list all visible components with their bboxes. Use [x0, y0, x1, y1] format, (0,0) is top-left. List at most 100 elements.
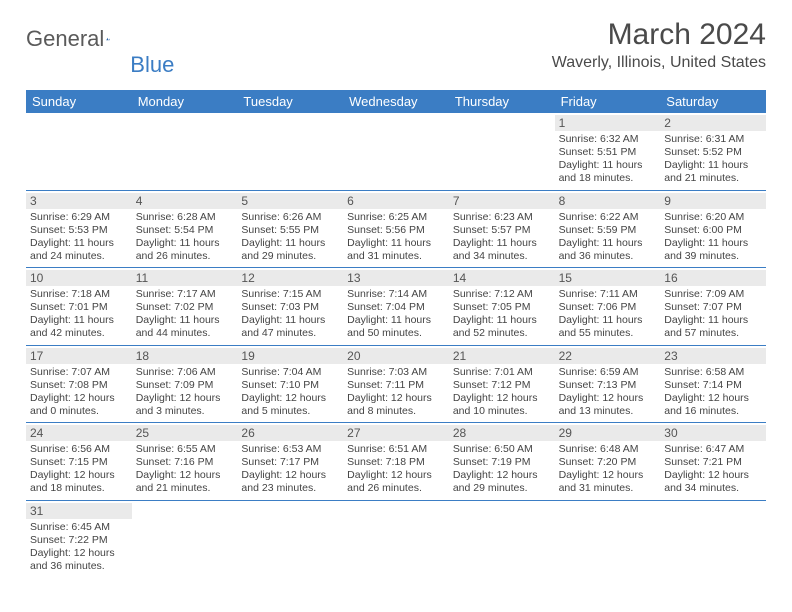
day-cell: 16 Sunrise: 7:09 AMSunset: 7:07 PMDayligh…: [660, 268, 766, 345]
day-details: Sunrise: 6:23 AMSunset: 5:57 PMDaylight:…: [453, 211, 551, 264]
day-details: Sunrise: 6:59 AMSunset: 7:13 PMDaylight:…: [559, 366, 657, 419]
day-number: 19: [237, 348, 343, 364]
day-number: 8: [555, 193, 661, 209]
day-details: Sunrise: 7:12 AMSunset: 7:05 PMDaylight:…: [453, 288, 551, 341]
week-row: 24 Sunrise: 6:56 AMSunset: 7:15 PMDayligh…: [26, 423, 766, 501]
day-number: 4: [132, 193, 238, 209]
day-number: 11: [132, 270, 238, 286]
day-number: 3: [26, 193, 132, 209]
day-cell: 30Sunrise: 6:47 AMSunset: 7:21 PMDayligh…: [660, 423, 766, 500]
day-number: 25: [132, 425, 238, 441]
day-details: Sunrise: 7:18 AMSunset: 7:01 PMDaylight:…: [30, 288, 128, 341]
day-details: Sunrise: 6:51 AMSunset: 7:18 PMDaylight:…: [347, 443, 445, 496]
empty-cell: [343, 113, 449, 190]
day-details: Sunrise: 6:50 AMSunset: 7:19 PMDaylight:…: [453, 443, 551, 496]
day-number: 13: [343, 270, 449, 286]
day-details: Sunrise: 6:45 AMSunset: 7:22 PMDaylight:…: [30, 521, 128, 574]
day-cell: 31Sunrise: 6:45 AMSunset: 7:22 PMDayligh…: [26, 501, 132, 578]
day-cell: 7Sunrise: 6:23 AMSunset: 5:57 PMDaylight…: [449, 191, 555, 268]
week-row: 1 Sunrise: 6:32 AMSunset: 5:51 PMDaylight…: [26, 113, 766, 191]
day-number: 14: [449, 270, 555, 286]
day-cell: 19 Sunrise: 7:04 AMSunset: 7:10 PMDayligh…: [237, 346, 343, 423]
day-number: 1: [555, 115, 661, 131]
day-details: Sunrise: 6:20 AMSunset: 6:00 PMDaylight:…: [664, 211, 762, 264]
day-cell: 27 Sunrise: 6:51 AMSunset: 7:18 PMDayligh…: [343, 423, 449, 500]
day-details: Sunrise: 7:01 AMSunset: 7:12 PMDaylight:…: [453, 366, 551, 419]
day-cell: 29 Sunrise: 6:48 AMSunset: 7:20 PMDayligh…: [555, 423, 661, 500]
day-number: 10: [26, 270, 132, 286]
day-number: 27: [343, 425, 449, 441]
day-details: Sunrise: 6:55 AMSunset: 7:16 PMDaylight:…: [136, 443, 234, 496]
day-number: 24: [26, 425, 132, 441]
day-details: Sunrise: 6:31 AMSunset: 5:52 PMDaylight:…: [664, 133, 762, 186]
empty-cell: [237, 501, 343, 578]
day-cell: 25 Sunrise: 6:55 AMSunset: 7:16 PMDayligh…: [132, 423, 238, 500]
empty-cell: [237, 113, 343, 190]
day-cell: 5Sunrise: 6:26 AMSunset: 5:55 PMDaylight…: [237, 191, 343, 268]
day-cell: 10 Sunrise: 7:18 AMSunset: 7:01 PMDayligh…: [26, 268, 132, 345]
month-title: March 2024: [552, 18, 766, 52]
day-cell: 8 Sunrise: 6:22 AMSunset: 5:59 PMDaylight…: [555, 191, 661, 268]
day-number: 28: [449, 425, 555, 441]
calendar: SundayMondayTuesdayWednesdayThursdayFrid…: [26, 90, 766, 577]
week-row: 17Sunrise: 7:07 AMSunset: 7:08 PMDayligh…: [26, 346, 766, 424]
day-details: Sunrise: 6:56 AMSunset: 7:15 PMDaylight:…: [30, 443, 128, 496]
day-details: Sunrise: 6:29 AMSunset: 5:53 PMDaylight:…: [30, 211, 128, 264]
sail-icon: [106, 30, 110, 48]
day-details: Sunrise: 7:04 AMSunset: 7:10 PMDaylight:…: [241, 366, 339, 419]
logo-text-blue: Blue: [130, 52, 174, 78]
day-cell: 13Sunrise: 7:14 AMSunset: 7:04 PMDayligh…: [343, 268, 449, 345]
day-number: 16: [660, 270, 766, 286]
day-details: Sunrise: 6:22 AMSunset: 5:59 PMDaylight:…: [559, 211, 657, 264]
day-number: 20: [343, 348, 449, 364]
week-row: 10 Sunrise: 7:18 AMSunset: 7:01 PMDayligh…: [26, 268, 766, 346]
day-cell: 2 Sunrise: 6:31 AMSunset: 5:52 PMDaylight…: [660, 113, 766, 190]
day-details: Sunrise: 6:58 AMSunset: 7:14 PMDaylight:…: [664, 366, 762, 419]
day-header-cell: Thursday: [449, 90, 555, 113]
empty-cell: [343, 501, 449, 578]
empty-cell: [449, 113, 555, 190]
weeks-container: 1 Sunrise: 6:32 AMSunset: 5:51 PMDaylight…: [26, 113, 766, 577]
day-cell: 11 Sunrise: 7:17 AMSunset: 7:02 PMDayligh…: [132, 268, 238, 345]
day-number: 2: [660, 115, 766, 131]
day-cell: 12 Sunrise: 7:15 AMSunset: 7:03 PMDayligh…: [237, 268, 343, 345]
logo: General: [26, 26, 128, 52]
day-cell: 6Sunrise: 6:25 AMSunset: 5:56 PMDaylight…: [343, 191, 449, 268]
day-cell: 4Sunrise: 6:28 AMSunset: 5:54 PMDaylight…: [132, 191, 238, 268]
empty-cell: [449, 501, 555, 578]
day-details: Sunrise: 6:53 AMSunset: 7:17 PMDaylight:…: [241, 443, 339, 496]
day-details: Sunrise: 7:09 AMSunset: 7:07 PMDaylight:…: [664, 288, 762, 341]
day-cell: 24 Sunrise: 6:56 AMSunset: 7:15 PMDayligh…: [26, 423, 132, 500]
empty-cell: [26, 113, 132, 190]
day-number: 9: [660, 193, 766, 209]
day-cell: 1 Sunrise: 6:32 AMSunset: 5:51 PMDaylight…: [555, 113, 661, 190]
empty-cell: [555, 501, 661, 578]
empty-cell: [132, 501, 238, 578]
day-number: 29: [555, 425, 661, 441]
day-details: Sunrise: 7:11 AMSunset: 7:06 PMDaylight:…: [559, 288, 657, 341]
day-header-cell: Monday: [132, 90, 238, 113]
day-cell: 28 Sunrise: 6:50 AMSunset: 7:19 PMDayligh…: [449, 423, 555, 500]
day-number: 18: [132, 348, 238, 364]
day-header-cell: Sunday: [26, 90, 132, 113]
day-header-cell: Tuesday: [237, 90, 343, 113]
day-cell: 3 Sunrise: 6:29 AMSunset: 5:53 PMDaylight…: [26, 191, 132, 268]
day-header-cell: Wednesday: [343, 90, 449, 113]
logo-text-general: General: [26, 26, 104, 52]
empty-cell: [132, 113, 238, 190]
day-details: Sunrise: 6:48 AMSunset: 7:20 PMDaylight:…: [559, 443, 657, 496]
day-header-cell: Saturday: [660, 90, 766, 113]
day-cell: 22Sunrise: 6:59 AMSunset: 7:13 PMDayligh…: [555, 346, 661, 423]
day-details: Sunrise: 7:15 AMSunset: 7:03 PMDaylight:…: [241, 288, 339, 341]
week-row: 3 Sunrise: 6:29 AMSunset: 5:53 PMDaylight…: [26, 191, 766, 269]
day-details: Sunrise: 6:32 AMSunset: 5:51 PMDaylight:…: [559, 133, 657, 186]
day-cell: 17Sunrise: 7:07 AMSunset: 7:08 PMDayligh…: [26, 346, 132, 423]
day-number: 26: [237, 425, 343, 441]
day-number: 15: [555, 270, 661, 286]
day-number: 12: [237, 270, 343, 286]
day-details: Sunrise: 6:25 AMSunset: 5:56 PMDaylight:…: [347, 211, 445, 264]
week-row: 31Sunrise: 6:45 AMSunset: 7:22 PMDayligh…: [26, 501, 766, 578]
day-header-cell: Friday: [555, 90, 661, 113]
day-cell: 21Sunrise: 7:01 AMSunset: 7:12 PMDayligh…: [449, 346, 555, 423]
day-details: Sunrise: 7:17 AMSunset: 7:02 PMDaylight:…: [136, 288, 234, 341]
